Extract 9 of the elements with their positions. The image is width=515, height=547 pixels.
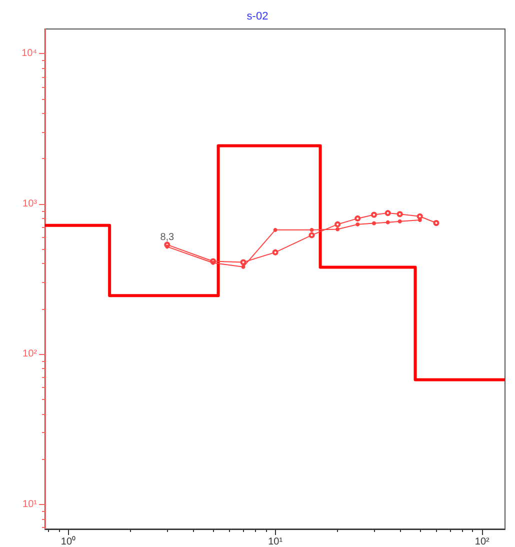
y-tick-label: 10³ — [22, 198, 38, 210]
y-tick-label: 10² — [22, 348, 38, 360]
annotation: 8,3 — [160, 232, 175, 244]
x-tick-label: 10⁰ — [60, 536, 76, 547]
x-tick-label: 10¹ — [268, 536, 284, 547]
x-tick-label: 10² — [474, 536, 490, 547]
chart-title: s-02 — [246, 10, 268, 22]
y-tick-label: 10¹ — [22, 498, 38, 510]
y-tick-label: 10⁴ — [22, 48, 37, 60]
